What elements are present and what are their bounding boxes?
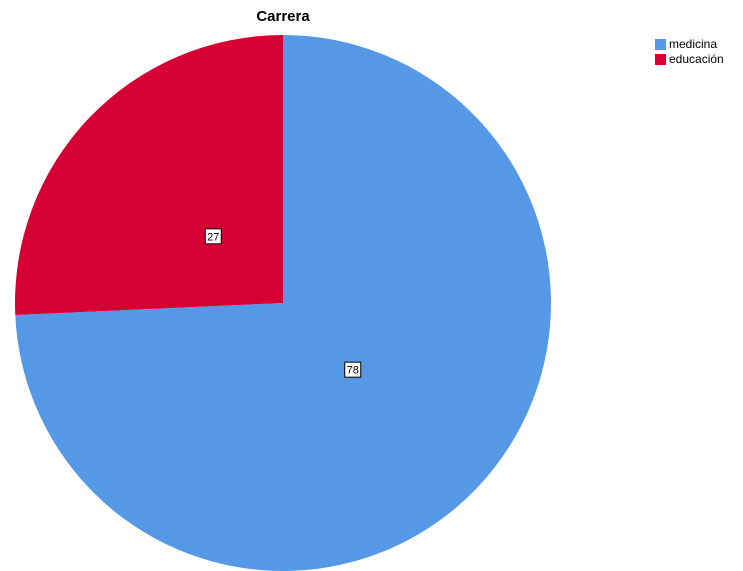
data-label-educacion: 27 — [204, 228, 222, 245]
pie-slice-educacion — [14, 35, 283, 316]
svg-text:78: 78 — [347, 365, 359, 377]
legend-label-medicina: medicina — [669, 37, 718, 51]
legend-label-educacion: educación — [669, 52, 724, 66]
pie-slice-medicina — [15, 35, 552, 571]
chart-title: Carrera — [256, 8, 310, 25]
legend-item-educacion: educación — [655, 52, 724, 67]
legend-swatch-educacion — [655, 54, 666, 65]
legend-item-medicina: medicina — [655, 37, 724, 52]
legend-swatch-medicina — [655, 39, 666, 50]
data-label-medicina: 78 — [344, 361, 362, 378]
svg-text:27: 27 — [207, 231, 219, 243]
legend: medicina educación — [655, 37, 724, 67]
